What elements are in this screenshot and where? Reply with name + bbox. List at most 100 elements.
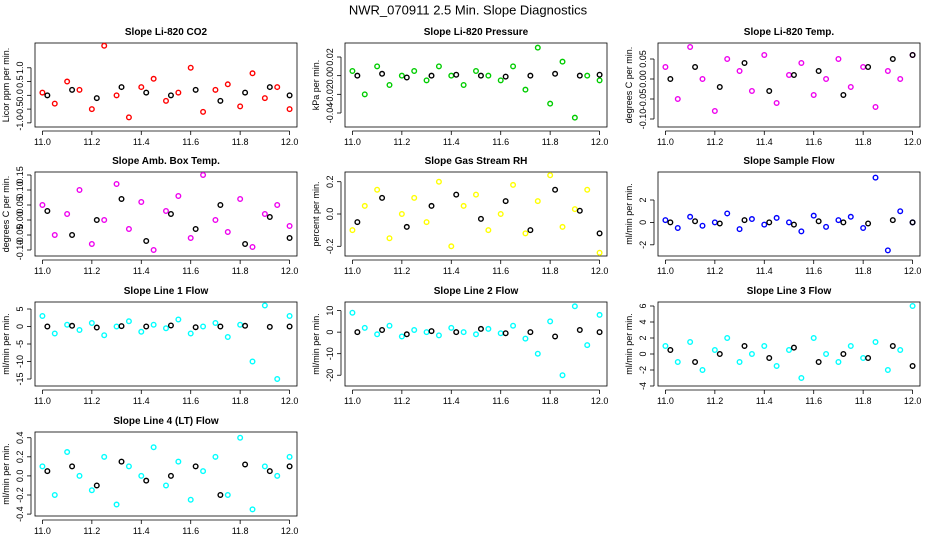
x-tick-label: 11.4 (443, 266, 460, 276)
panel-title: Slope Li-820 Pressure (424, 27, 529, 38)
point (143, 323, 150, 330)
point (423, 219, 430, 226)
y-tick-label: -0.10 (15, 240, 25, 261)
point (386, 81, 393, 88)
point (349, 227, 356, 234)
point (354, 219, 361, 226)
panel: Slope Amb. Box Temp. degrees C per min. 11… (1, 156, 298, 276)
y-tick-label: 0.0 (15, 470, 25, 483)
point (865, 63, 872, 70)
panel-title: Slope Line 3 Flow (747, 286, 832, 297)
point (473, 67, 480, 74)
point (510, 181, 517, 188)
point (835, 217, 842, 224)
point (200, 171, 207, 178)
point (736, 226, 743, 233)
point (497, 330, 504, 337)
point (286, 222, 293, 229)
point (897, 75, 904, 82)
point (39, 313, 46, 320)
point (118, 195, 125, 202)
point (212, 320, 219, 327)
point (527, 227, 534, 234)
point (242, 240, 249, 247)
x-tick-label: 11.0 (34, 266, 51, 276)
y-axis-label: ml/min per min. (1, 313, 11, 375)
x-tick-label: 11.2 (83, 266, 100, 276)
point (76, 86, 83, 93)
point (242, 89, 249, 96)
panel-title: Slope Gas Stream RH (425, 156, 528, 167)
point (909, 363, 916, 370)
point (477, 325, 484, 332)
x-tick-label: 11.6 (182, 526, 199, 536)
point (453, 329, 460, 336)
point (815, 67, 822, 74)
x-tick-label: 11.6 (182, 137, 199, 147)
plot-frame (657, 301, 921, 387)
point (261, 463, 268, 470)
point (274, 201, 281, 208)
point (379, 194, 386, 201)
point (428, 72, 435, 79)
point (138, 472, 145, 479)
point (88, 487, 95, 494)
point (724, 210, 731, 217)
point (596, 311, 603, 318)
point (724, 335, 731, 342)
point (76, 472, 83, 479)
y-tick-label: 0.0 (325, 208, 335, 221)
point (162, 207, 169, 214)
point (810, 212, 817, 219)
y-tick-label: -10 (325, 347, 335, 360)
point (674, 359, 681, 366)
point (761, 343, 768, 350)
point (266, 84, 273, 91)
y-tick-label: -0.4 (15, 506, 25, 522)
point (403, 74, 410, 81)
panel: Slope Line 4 (LT) Flow ml/min per min. 11.… (1, 416, 298, 536)
x-tick-label: 11.0 (34, 396, 51, 406)
point (741, 60, 748, 67)
plot-frame (34, 301, 298, 387)
point (571, 114, 578, 121)
y-axis-label: degrees C per min. (624, 47, 634, 124)
point (534, 198, 541, 205)
point (224, 334, 231, 341)
point (584, 186, 591, 193)
point (175, 458, 182, 465)
point (354, 72, 361, 79)
point (502, 198, 509, 205)
point (423, 77, 430, 84)
point (101, 453, 108, 460)
point (909, 303, 916, 310)
point (113, 92, 120, 99)
x-tick-label: 11.4 (133, 396, 150, 406)
point (667, 219, 674, 226)
point (435, 178, 442, 185)
y-tick-label: 0.2 (325, 175, 335, 188)
x-tick-label: 11.0 (344, 266, 361, 276)
point (667, 347, 674, 354)
point (118, 84, 125, 91)
figure-title: NWR_070911 2.5 Min. Slope Diagnostics (349, 2, 588, 17)
point (44, 323, 51, 330)
point (576, 327, 583, 334)
point (187, 234, 194, 241)
point (692, 63, 699, 70)
point (379, 327, 386, 334)
x-tick-label: 11.4 (133, 526, 150, 536)
point (167, 210, 174, 217)
y-tick-label: 0.00 (325, 67, 335, 85)
y-tick-label: -4 (638, 382, 648, 390)
point (860, 224, 867, 231)
x-tick-label: 11.2 (706, 266, 723, 276)
panel-title: Slope Sample Flow (743, 156, 834, 167)
point (502, 330, 509, 337)
point (596, 329, 603, 336)
panel: Slope Li-820 Pressure kPa per min. 11.0 11.… (311, 27, 608, 147)
point (889, 343, 896, 350)
point (823, 223, 830, 230)
point (823, 75, 830, 82)
